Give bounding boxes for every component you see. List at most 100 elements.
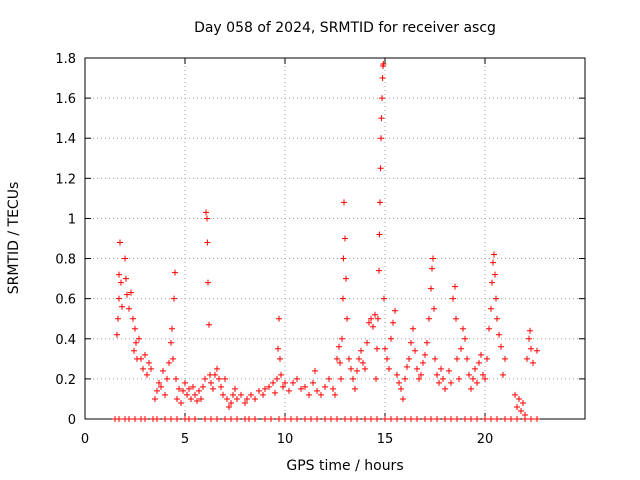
data-point-marker (492, 271, 498, 278)
data-point-marker (396, 379, 402, 386)
data-point-marker (408, 416, 414, 422)
data-point-marker (340, 255, 347, 262)
data-point-marker (462, 335, 468, 342)
data-point-marker (378, 115, 385, 122)
data-point-marker (464, 355, 470, 362)
data-point-marker (118, 279, 124, 286)
data-point-marker (362, 365, 368, 372)
data-point-marker (166, 359, 172, 366)
data-point-marker (272, 389, 278, 396)
data-point-marker (340, 295, 346, 302)
data-point-marker (326, 375, 332, 382)
data-point-marker (131, 347, 137, 354)
data-point-marker (238, 391, 244, 398)
data-point-marker (308, 416, 314, 422)
data-point-marker (394, 416, 400, 422)
data-point-marker (202, 416, 208, 422)
data-point-marker (493, 295, 499, 302)
data-point-marker (322, 416, 328, 422)
data-point-marker (266, 383, 272, 390)
data-point-marker (534, 347, 540, 354)
data-points (112, 61, 540, 422)
data-point-marker (488, 305, 494, 312)
data-point-marker (246, 416, 252, 422)
data-point-marker (520, 399, 526, 406)
data-point-marker (210, 385, 216, 392)
data-point-marker (334, 355, 340, 362)
data-point-marker (453, 315, 459, 322)
data-point-marker (216, 375, 222, 382)
data-point-marker (169, 325, 175, 332)
data-point-marker (200, 383, 206, 390)
data-point-marker (450, 295, 456, 302)
x-axis-label: GPS time / hours (286, 458, 403, 474)
data-point-marker (500, 371, 506, 378)
data-point-marker (474, 379, 480, 386)
data-point-marker (354, 367, 360, 374)
data-point-marker (128, 289, 134, 296)
data-point-marker (342, 235, 348, 242)
data-point-marker (288, 416, 294, 422)
data-point-marker (142, 416, 148, 422)
plot-frame (84, 57, 586, 420)
data-point-marker (343, 275, 349, 282)
data-point-marker (398, 385, 404, 392)
data-point-marker (192, 391, 198, 398)
data-point-marker (526, 335, 532, 342)
data-point-marker (194, 397, 200, 404)
data-point-marker (198, 395, 204, 402)
data-point-marker (379, 95, 385, 102)
data-point-marker (432, 355, 438, 362)
y-tick-label: 1 (68, 212, 76, 227)
data-point-marker (344, 315, 350, 322)
data-point-marker (268, 416, 274, 422)
data-point-marker (342, 416, 348, 422)
data-point-marker (406, 355, 412, 362)
data-point-marker (381, 295, 387, 302)
data-point-marker (408, 339, 414, 346)
data-point-marker (431, 305, 437, 312)
y-tick-label: 1.4 (55, 132, 76, 147)
data-point-marker (171, 295, 177, 302)
data-point-marker (275, 345, 281, 352)
axis-ticks: 0 0.2 0.4 0.6 0.8 1 1.2 1.4 1.6 1.8 0 5 10 15 20 (55, 52, 585, 447)
data-point-marker (476, 359, 482, 366)
data-point-marker (416, 375, 422, 382)
data-point-marker (368, 315, 374, 322)
data-point-marker (478, 351, 484, 358)
data-point-marker (174, 416, 180, 422)
data-point-marker (468, 385, 474, 392)
data-point-marker (424, 339, 430, 346)
data-point-marker (158, 383, 164, 390)
data-point-marker (116, 416, 122, 422)
data-point-marker (176, 385, 182, 392)
data-point-marker (468, 416, 474, 422)
data-point-marker (418, 371, 424, 378)
data-point-marker (341, 199, 347, 206)
y-tick-label: 0.8 (55, 253, 76, 268)
data-point-marker (382, 345, 388, 352)
data-point-marker (222, 416, 228, 422)
data-point-marker (482, 375, 488, 382)
data-point-marker (306, 391, 312, 398)
data-point-marker (322, 383, 328, 390)
data-point-marker (119, 303, 125, 310)
data-point-marker (491, 251, 497, 258)
data-point-marker (392, 307, 398, 314)
data-point-marker (154, 387, 160, 394)
data-point-marker (474, 416, 480, 422)
data-point-marker (230, 391, 236, 398)
data-point-marker (386, 365, 392, 372)
data-point-marker (276, 315, 282, 322)
data-point-marker (346, 355, 352, 362)
data-point-marker (356, 355, 362, 362)
data-point-marker (130, 315, 136, 322)
data-point-marker (426, 315, 432, 322)
data-point-marker (218, 383, 224, 390)
data-point-marker (440, 375, 446, 382)
data-point-marker (278, 371, 284, 378)
data-point-marker (514, 403, 520, 410)
data-point-marker (337, 359, 343, 366)
data-point-marker (414, 416, 420, 422)
data-point-marker (352, 385, 358, 392)
